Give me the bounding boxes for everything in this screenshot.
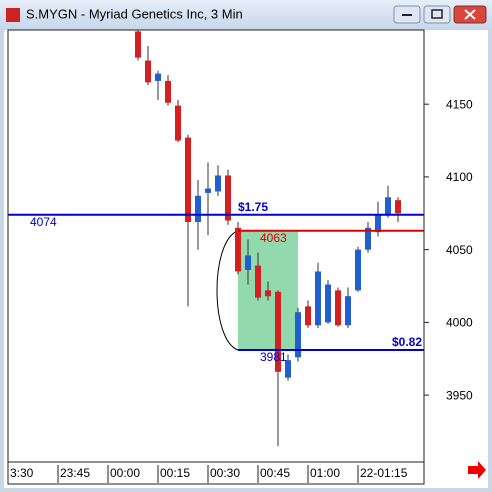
x-tick-label: 00:15 [160, 466, 190, 480]
candle-body [165, 80, 171, 103]
x-tick-label: 23:45 [60, 466, 90, 480]
candle-body [205, 188, 211, 193]
bracket-arc [216, 230, 239, 351]
candle-body [195, 195, 201, 222]
app-icon [6, 8, 20, 22]
candle-body [275, 291, 281, 372]
candle-body [335, 290, 341, 326]
plot-area [7, 29, 425, 463]
candle-body [365, 227, 371, 250]
level-note: $1.75 [238, 200, 268, 214]
x-tick-label: 00:30 [210, 466, 240, 480]
candle-body [185, 137, 191, 222]
overlay: 3950 4000 4050 4100 4150 4074 $1.75 4063 3981 $0.… [30, 97, 473, 402]
candle-body [355, 249, 361, 291]
candle-body [395, 200, 401, 214]
candle-body [325, 284, 331, 323]
candle-body [265, 290, 271, 297]
level-label: 4074 [30, 215, 57, 229]
level-label: 3981 [260, 350, 287, 364]
candle-body [315, 271, 321, 326]
candle-body [245, 255, 251, 270]
plot [8, 30, 424, 446]
candle-body [295, 312, 301, 358]
x-tick-label: 00:45 [260, 466, 290, 480]
candle-body [155, 73, 161, 81]
candle-body [235, 227, 241, 272]
level-note: $0.82 [392, 335, 422, 349]
level-label: 4063 [260, 231, 287, 245]
candle-body [345, 296, 351, 326]
candle-body [175, 105, 181, 141]
maximize-button[interactable] [423, 5, 451, 24]
icon [431, 9, 443, 19]
y-tick-label: 4000 [446, 316, 473, 330]
candle-body [215, 175, 221, 192]
candle-body [375, 214, 381, 233]
x-tick-label: 01:00 [310, 466, 340, 480]
candle-body [385, 197, 391, 215]
candle-body [135, 31, 141, 58]
window-title: S.MYGN - Myriad Genetics Inc, 3 Min [26, 6, 243, 21]
x-tick-label: 22-01:15 [360, 466, 408, 480]
y-tick-label: 4050 [446, 243, 473, 257]
candle-body [225, 175, 231, 221]
y-tick-label: 4100 [446, 170, 473, 184]
x-tick-label: 3:30 [10, 466, 34, 480]
candle-body [305, 306, 311, 326]
scroll-arrow[interactable] [468, 461, 486, 479]
x-tick-label: 00:00 [110, 466, 140, 480]
y-tick-label: 3950 [446, 388, 473, 402]
y-tick-label: 4150 [446, 97, 473, 111]
icon [464, 9, 476, 20]
candle-body [255, 265, 261, 298]
candle-body [145, 60, 151, 83]
candle-body [285, 360, 291, 378]
